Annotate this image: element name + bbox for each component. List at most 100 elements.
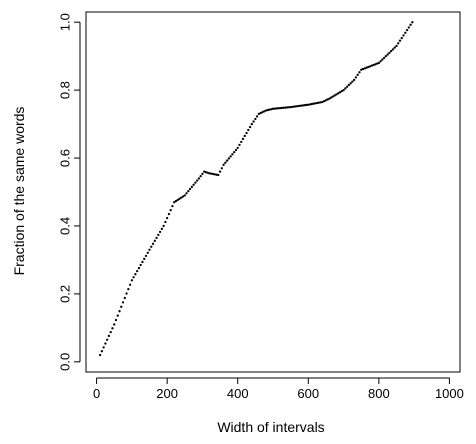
data-point bbox=[275, 107, 278, 110]
y-tick-label: 0.6 bbox=[57, 149, 72, 167]
data-point bbox=[233, 150, 236, 154]
data-point bbox=[241, 137, 245, 141]
data-point bbox=[391, 48, 395, 51]
data-point bbox=[261, 111, 264, 114]
data-point bbox=[106, 338, 109, 341]
data-point bbox=[192, 183, 195, 186]
x-axis-title: Width of intervals bbox=[217, 419, 324, 435]
data-point bbox=[266, 108, 269, 112]
data-point bbox=[277, 107, 280, 110]
data-point bbox=[195, 179, 199, 182]
data-point bbox=[310, 102, 313, 106]
data-point bbox=[317, 101, 321, 104]
data-point bbox=[201, 172, 204, 176]
data-point bbox=[155, 236, 158, 240]
data-point bbox=[171, 205, 174, 208]
data-point bbox=[174, 199, 178, 203]
data-point bbox=[197, 177, 201, 180]
data-point bbox=[116, 314, 119, 317]
data-point bbox=[398, 39, 402, 42]
data-point bbox=[100, 350, 104, 353]
data-point bbox=[206, 171, 209, 174]
data-point bbox=[287, 106, 291, 109]
y-tick-label: 0.2 bbox=[57, 285, 72, 303]
data-point bbox=[361, 67, 365, 71]
data-point bbox=[187, 190, 190, 193]
y-tick-label: 0.0 bbox=[57, 353, 72, 371]
data-point bbox=[405, 28, 409, 32]
data-point bbox=[375, 62, 379, 65]
data-point bbox=[315, 101, 319, 105]
data-point bbox=[330, 96, 333, 99]
data-point bbox=[136, 269, 139, 273]
data-point bbox=[259, 111, 262, 115]
data-point bbox=[128, 283, 132, 286]
data-point bbox=[225, 159, 229, 162]
data-point bbox=[386, 53, 389, 56]
data-point bbox=[252, 120, 255, 123]
y-tick-label: 0.8 bbox=[57, 81, 72, 99]
data-point bbox=[351, 80, 354, 83]
data-point bbox=[312, 102, 315, 105]
data-point bbox=[236, 146, 239, 150]
data-point bbox=[121, 301, 125, 304]
data-point bbox=[176, 198, 179, 202]
data-point bbox=[280, 106, 283, 110]
y-axis: 0.0 0.2 0.4 0.6 0.8 1.0 bbox=[57, 13, 81, 371]
data-point bbox=[379, 60, 382, 63]
data-point bbox=[158, 230, 162, 234]
data-point bbox=[411, 21, 414, 24]
data-point bbox=[243, 134, 246, 138]
data-point bbox=[397, 42, 400, 45]
data-point bbox=[298, 104, 301, 108]
data-point bbox=[333, 94, 336, 97]
data-point bbox=[374, 63, 377, 66]
data-point bbox=[314, 102, 317, 105]
data-point bbox=[213, 173, 216, 176]
data-points bbox=[98, 21, 414, 357]
data-point bbox=[345, 85, 349, 88]
data-point bbox=[323, 100, 326, 103]
data-point bbox=[400, 36, 403, 40]
data-point bbox=[407, 26, 410, 29]
data-point bbox=[360, 68, 363, 71]
data-point bbox=[340, 90, 343, 93]
data-point bbox=[319, 101, 322, 104]
data-point bbox=[289, 105, 292, 109]
data-point bbox=[384, 55, 388, 58]
data-point bbox=[338, 91, 342, 94]
data-point bbox=[224, 161, 227, 164]
data-point bbox=[123, 296, 126, 300]
data-point bbox=[335, 93, 338, 96]
data-point bbox=[293, 105, 296, 108]
data-point bbox=[188, 187, 192, 191]
data-point bbox=[185, 192, 188, 195]
data-point bbox=[285, 106, 289, 109]
data-point bbox=[381, 58, 384, 61]
data-point bbox=[107, 334, 111, 338]
data-point bbox=[284, 106, 287, 109]
data-point bbox=[271, 107, 275, 110]
data-point bbox=[173, 201, 176, 204]
data-point bbox=[132, 276, 135, 279]
data-point bbox=[372, 63, 375, 67]
y-tick-label: 1.0 bbox=[57, 13, 72, 31]
data-point bbox=[222, 163, 225, 166]
data-point bbox=[296, 104, 299, 108]
x-tick-label: 200 bbox=[156, 386, 178, 401]
y-tick-label: 0.4 bbox=[57, 217, 72, 235]
data-point bbox=[227, 157, 231, 160]
data-point bbox=[111, 327, 114, 330]
data-point bbox=[305, 103, 308, 107]
data-point bbox=[238, 143, 241, 147]
data-point bbox=[208, 172, 211, 175]
data-point bbox=[167, 212, 171, 216]
data-point bbox=[326, 98, 329, 101]
data-point bbox=[210, 172, 213, 175]
data-point bbox=[263, 110, 266, 113]
data-point bbox=[146, 251, 149, 254]
data-point bbox=[98, 353, 102, 357]
data-point bbox=[183, 194, 186, 197]
data-point bbox=[337, 92, 340, 95]
